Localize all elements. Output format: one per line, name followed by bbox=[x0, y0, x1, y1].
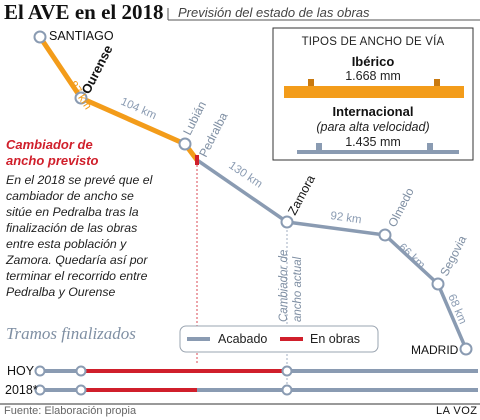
iberico-label: Ibérico bbox=[351, 54, 395, 69]
tramos-row-hoy-dot bbox=[281, 365, 293, 377]
tramos-row-label-hoy: HOY bbox=[7, 364, 35, 378]
tramos-row-2018-dot bbox=[75, 384, 87, 396]
tramos-legend-box bbox=[179, 325, 379, 353]
tramos-row-label-2018: 2018* bbox=[5, 383, 38, 397]
gauge-legend-heading: TIPOS DE ANCHO DE VÍA bbox=[301, 36, 445, 48]
cambiador-actual-label-line1: Cambiador de bbox=[278, 250, 290, 322]
station-dot-santiago bbox=[33, 30, 47, 44]
tramos-row-2018-dot bbox=[281, 384, 293, 396]
iberico-track-tie bbox=[434, 79, 440, 86]
page-subtitle: Previsión del estado de las obras bbox=[178, 5, 370, 20]
iberico-track-tie bbox=[308, 79, 314, 86]
tramos-row-hoy-dot bbox=[75, 365, 87, 377]
tramos-title: Tramos finalizados bbox=[6, 324, 136, 343]
internacional-label: Internacional bbox=[332, 104, 414, 119]
internacional-track-swatch bbox=[297, 150, 459, 154]
internacional-value: 1.435 mm bbox=[345, 135, 401, 149]
iberico-track-swatch bbox=[284, 86, 464, 98]
acabado-label: Acabado bbox=[218, 332, 268, 346]
internacional-track-tie bbox=[316, 143, 322, 150]
cambiador-previsto-title-line2: ancho previsto bbox=[6, 153, 99, 168]
iberico-value: 1.668 mm bbox=[345, 69, 401, 83]
station-dot-ourense bbox=[74, 91, 88, 105]
station-label-madrid: MADRID bbox=[411, 343, 459, 357]
station-label-ourense: Ourense bbox=[78, 43, 115, 97]
page-title: El AVE en el 2018 bbox=[4, 0, 164, 24]
internacional-track-tie bbox=[427, 143, 433, 150]
route-segment-internacional bbox=[196, 158, 468, 350]
brand-logo: LA VOZ bbox=[436, 405, 478, 417]
station-label-segovia: Segovia bbox=[437, 233, 469, 278]
en-obras-label: En obras bbox=[310, 332, 361, 346]
tramos-row-2018-dot bbox=[34, 384, 46, 396]
source-note: Fuente: Elaboración propia bbox=[4, 405, 137, 417]
station-dot-madrid bbox=[459, 342, 473, 356]
station-dot-olmedo bbox=[378, 228, 392, 242]
station-label-santiago: SANTIAGO bbox=[49, 29, 114, 43]
station-dot-segovia bbox=[431, 277, 445, 291]
internacional-note: (para alta velocidad) bbox=[316, 120, 430, 134]
distance-label-zamora-olmedo: 92 km bbox=[330, 210, 363, 226]
station-label-olmedo: Olmedo bbox=[385, 185, 417, 229]
station-dot-lubian bbox=[178, 137, 192, 151]
cambiador-previsto-title-line1: Cambiador de bbox=[6, 137, 93, 152]
route-segment-iberico bbox=[37, 35, 199, 162]
distance-label-olmedo-segovia: 66 km bbox=[396, 241, 427, 271]
cambiador-previsto-note: En el 2018 se prevé que el cambiador de … bbox=[6, 173, 153, 299]
station-label-lubian: Lubián bbox=[180, 99, 209, 137]
cambiador-actual-label-line2: ancho actual bbox=[292, 256, 304, 322]
station-dot-zamora bbox=[280, 215, 294, 229]
station-label-zamora: Zamora bbox=[285, 173, 318, 218]
tramos-row-hoy-dot bbox=[34, 365, 46, 377]
